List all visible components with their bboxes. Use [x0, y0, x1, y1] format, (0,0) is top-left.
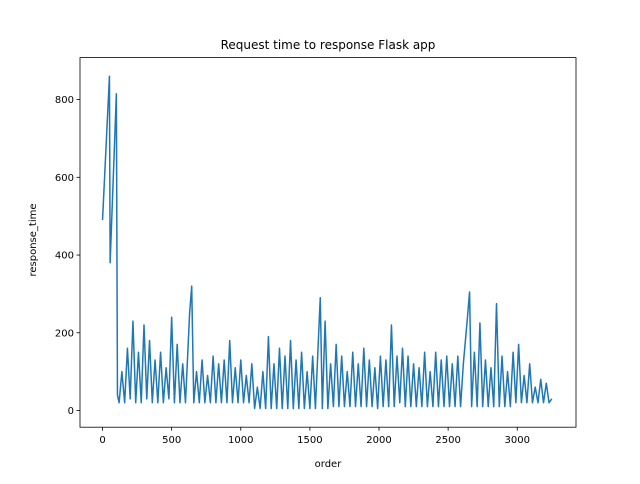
x-tick-label: 2000: [366, 435, 391, 446]
y-tick-label: 400: [55, 251, 74, 262]
x-tick-label: 0: [99, 435, 105, 446]
x-tick-label: 500: [162, 435, 181, 446]
x-tick-label: 2500: [435, 435, 460, 446]
y-tick-label: 200: [55, 328, 74, 339]
x-axis-label: order: [315, 459, 343, 470]
y-tick-label: 800: [55, 95, 74, 106]
plot-frame: [79, 57, 577, 428]
x-tick-label: 1000: [228, 435, 253, 446]
chart-title: Request time to response Flask app: [221, 38, 436, 52]
data-line: [101, 75, 553, 410]
y-tick-label: 600: [55, 173, 74, 184]
x-tick-label: 3000: [505, 435, 530, 446]
y-axis-label: response_time: [28, 203, 39, 276]
x-tick-label: 1500: [297, 435, 322, 446]
y-tick-label: 0: [68, 406, 74, 417]
